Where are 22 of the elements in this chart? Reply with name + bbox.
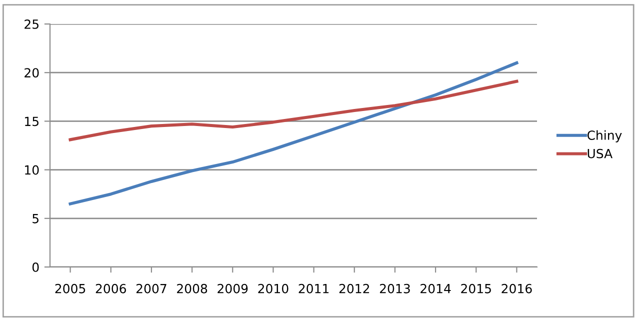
x-tick-label: 2008 — [177, 284, 208, 294]
x-tick-label: 2006 — [96, 284, 126, 294]
x-tick-label: 2013 — [380, 284, 410, 294]
x-tick-label: 2011 — [298, 284, 329, 294]
legend-label: Chiny — [587, 130, 622, 142]
y-tick-label: 0 — [32, 262, 39, 272]
line-series — [68, 61, 518, 206]
x-tick-label: 2014 — [420, 284, 451, 294]
y-tick-label: 25 — [24, 19, 38, 29]
x-tick-label: 2012 — [339, 284, 370, 294]
y-tick-label: 10 — [25, 165, 39, 175]
y-tick-label: 20 — [24, 68, 39, 78]
x-tick-label: 2005 — [55, 284, 86, 294]
y-tick-label: 15 — [25, 116, 38, 126]
line-series — [68, 80, 518, 142]
y-tick-label: 5 — [32, 214, 38, 224]
legend-label: USA — [588, 148, 613, 158]
x-tick-label: 2007 — [136, 284, 166, 294]
x-tick-label: 2010 — [258, 284, 288, 294]
x-tick-label: 2016 — [502, 284, 532, 294]
x-tick-label: 2015 — [461, 284, 491, 294]
x-tick-label: 2009 — [218, 284, 248, 294]
